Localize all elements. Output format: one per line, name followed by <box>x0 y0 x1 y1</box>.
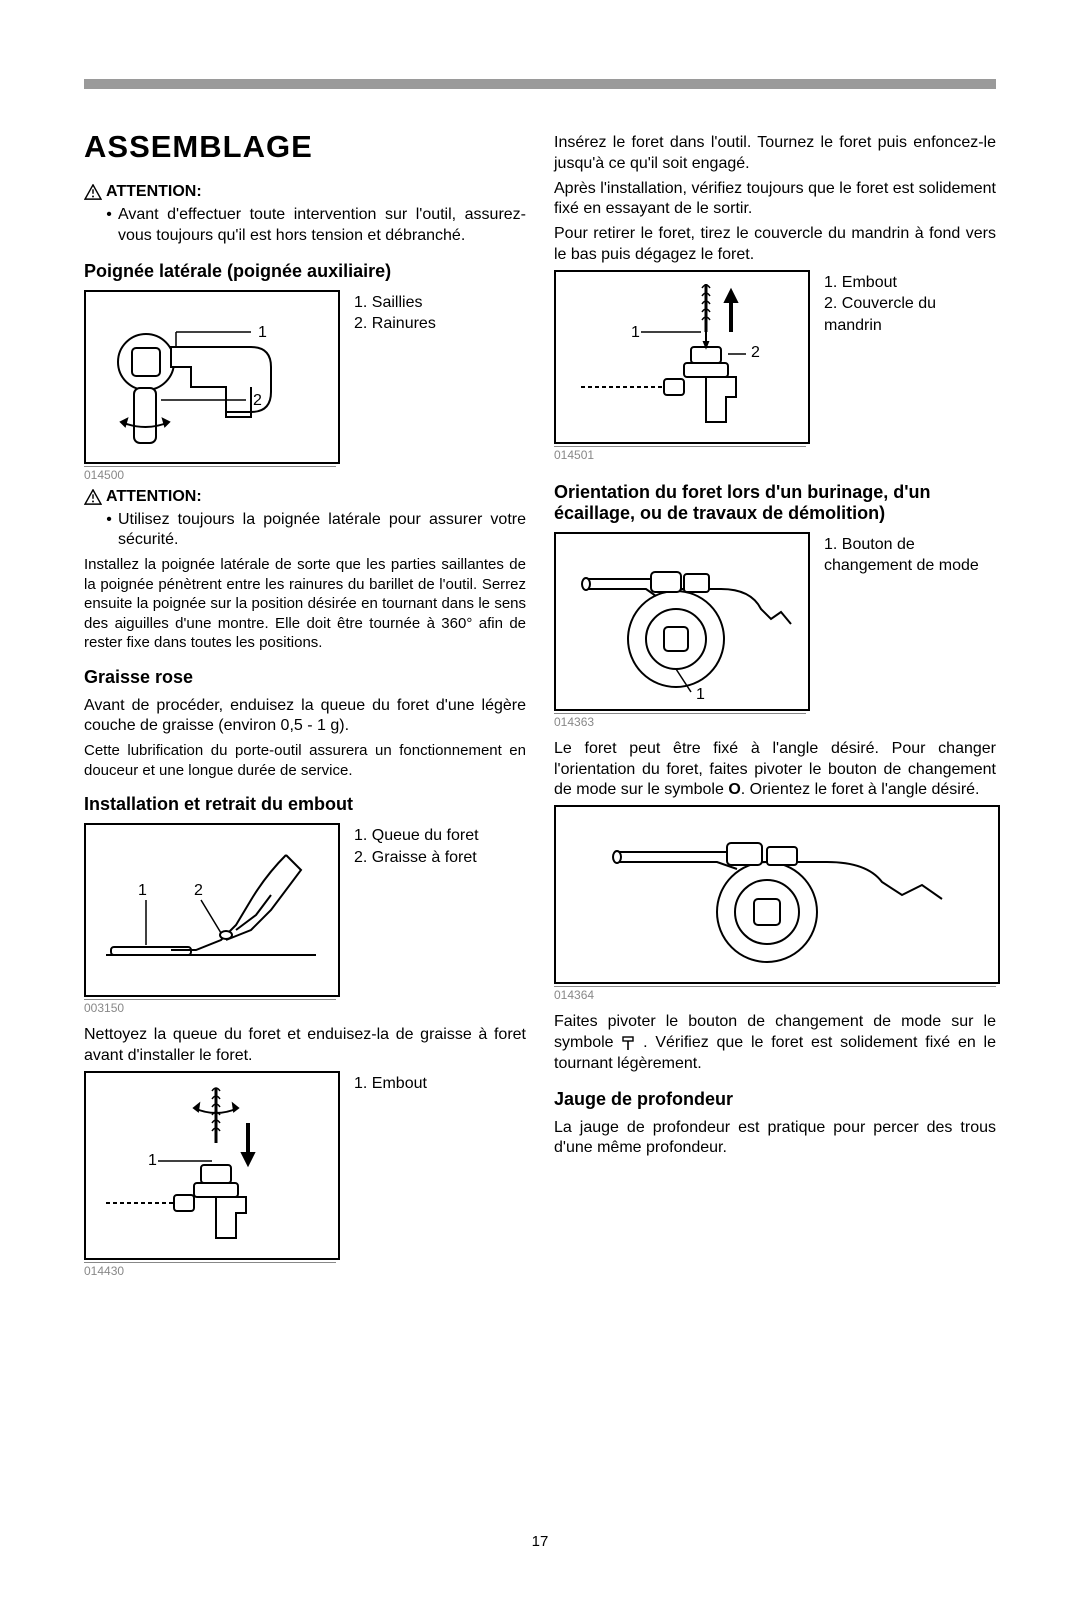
bullet-dot: • <box>100 205 118 247</box>
figure-6 <box>554 805 1000 984</box>
paragraph-depth: La jauge de profondeur est pratique pour… <box>554 1118 996 1160</box>
warning-icon <box>84 489 102 505</box>
figure-3-number: 014430 <box>84 1262 336 1278</box>
heading-side-handle: Poignée latérale (poignée auxiliaire) <box>84 261 526 282</box>
heading-install: Installation et retrait du embout <box>84 794 526 815</box>
right-column: Insérez le foret dans l'outil. Tournez l… <box>554 129 996 1284</box>
attention-label: ATTENTION: <box>106 488 202 506</box>
heading-orientation: Orientation du foret lors d'un burinage,… <box>554 482 996 524</box>
figure-4-number: 014501 <box>554 446 806 462</box>
page-content: ASSEMBLAGE ATTENTION: • Avant d'effectue… <box>84 129 996 1284</box>
figure-2-wrap: 1 2 003150 <box>84 823 340 1021</box>
figure-5-row: 1 014363 1. Bouton de changement de mode <box>554 532 996 735</box>
svg-text:1: 1 <box>138 882 147 899</box>
figure-1: 1 2 <box>84 290 340 464</box>
figure-5-number: 014363 <box>554 713 806 729</box>
svg-text:1: 1 <box>631 324 640 341</box>
legend-item: 1. Saillies <box>354 292 436 314</box>
figure-5-wrap: 1 014363 <box>554 532 810 735</box>
paragraph-orient: Le foret peut être fixé à l'angle désiré… <box>554 739 996 801</box>
figure-6-wrap: 014364 <box>554 805 996 1008</box>
legend-item: 2. Graisse à foret <box>354 847 479 869</box>
legend-item: 1. Bouton de changement de mode <box>824 534 996 577</box>
legend-item: 1. Embout <box>354 1073 427 1095</box>
figure-2-row: 1 2 003150 1. Queue du foret 2. Graisse … <box>84 823 526 1021</box>
svg-text:2: 2 <box>751 344 760 361</box>
figure-1-wrap: 1 2 014500 <box>84 290 340 488</box>
paragraph-insert: Pour retirer le foret, tirez le couvercl… <box>554 224 996 266</box>
legend-item: 2. Couvercle du mandrin <box>824 293 996 336</box>
page-title: ASSEMBLAGE <box>84 129 526 165</box>
legend-item: 1. Embout <box>824 272 996 294</box>
figure-5: 1 <box>554 532 810 711</box>
figure-1-legend: 1. Saillies 2. Rainures <box>354 290 436 488</box>
symbol-o: O <box>728 781 740 798</box>
attention-bullet: • Utilisez toujours la poignée latérale … <box>100 510 526 552</box>
paragraph-grease: Cette lubrification du porte-outil assur… <box>84 741 526 780</box>
figure-4-row: 1 2 014501 1. Embout 2. Couvercle du man… <box>554 270 996 468</box>
attention-bullet: • Avant d'effectuer toute intervention s… <box>100 205 526 247</box>
paragraph-grease: Avant de procéder, enduisez la queue du … <box>84 696 526 738</box>
legend-item: 2. Rainures <box>354 313 436 335</box>
figure-2-legend: 1. Queue du foret 2. Graisse à foret <box>354 823 479 1021</box>
top-divider <box>84 79 996 89</box>
warning-icon <box>84 184 102 200</box>
attention-text: Avant d'effectuer toute intervention sur… <box>118 205 526 247</box>
hammer-icon <box>621 1035 635 1051</box>
figure-2: 1 2 <box>84 823 340 997</box>
legend-item: 1. Queue du foret <box>354 825 479 847</box>
heading-grease: Graisse rose <box>84 667 526 688</box>
figure-5-legend: 1. Bouton de changement de mode <box>824 532 996 735</box>
figure-2-number: 003150 <box>84 999 336 1015</box>
figure-4-wrap: 1 2 014501 <box>554 270 810 468</box>
paragraph-handle: Installez la poignée latérale de sorte q… <box>84 555 526 653</box>
figure-3: 1 <box>84 1071 340 1260</box>
figure-3-wrap: 1 014430 <box>84 1071 340 1284</box>
figure-6-row: 014364 <box>554 805 996 1008</box>
svg-text:1: 1 <box>696 686 705 703</box>
svg-text:2: 2 <box>253 392 262 409</box>
svg-text:1: 1 <box>148 1152 157 1169</box>
figure-6-number: 014364 <box>554 986 996 1002</box>
attention-text: Utilisez toujours la poignée latérale po… <box>118 510 526 552</box>
paragraph-orient: Faites pivoter le bouton de changement d… <box>554 1012 996 1074</box>
paragraph-insert: Insérez le foret dans l'outil. Tournez l… <box>554 133 996 175</box>
attention-label: ATTENTION: <box>106 183 202 201</box>
attention-heading: ATTENTION: <box>84 488 526 506</box>
svg-text:1: 1 <box>258 324 267 341</box>
attention-heading: ATTENTION: <box>84 183 526 201</box>
heading-depth: Jauge de profondeur <box>554 1089 996 1110</box>
figure-4: 1 2 <box>554 270 810 444</box>
figure-3-row: 1 014430 1. Embout <box>84 1071 526 1284</box>
page-number: 17 <box>0 1533 1080 1550</box>
figure-1-number: 014500 <box>84 466 336 482</box>
paragraph-install: Nettoyez la queue du foret et enduisez-l… <box>84 1025 526 1067</box>
figure-1-row: 1 2 014500 1. Saillies 2. Rainures <box>84 290 526 488</box>
figure-4-legend: 1. Embout 2. Couvercle du mandrin <box>824 270 996 468</box>
paragraph-insert: Après l'installation, vérifiez toujours … <box>554 179 996 221</box>
left-column: ASSEMBLAGE ATTENTION: • Avant d'effectue… <box>84 129 526 1284</box>
bullet-dot: • <box>100 510 118 552</box>
svg-text:2: 2 <box>194 882 203 899</box>
text-segment: . Orientez le foret à l'angle désiré. <box>741 781 980 798</box>
figure-3-legend: 1. Embout <box>354 1071 427 1284</box>
